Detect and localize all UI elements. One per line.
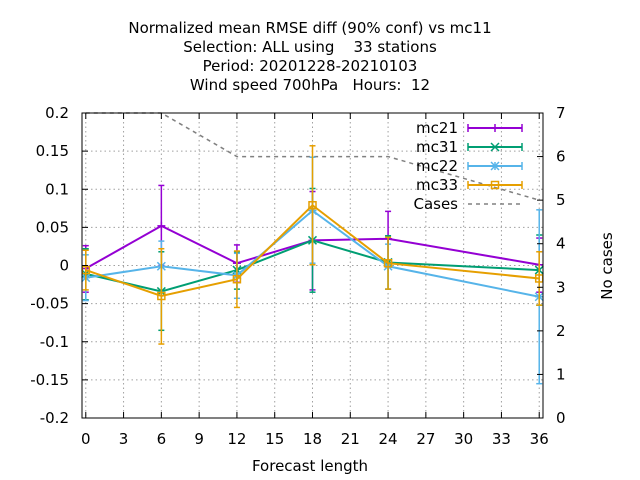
series-line bbox=[85, 239, 540, 293]
y2-tick-label: 1 bbox=[556, 365, 566, 383]
y2-tick-label: 0 bbox=[556, 409, 566, 427]
cases-line bbox=[85, 112, 540, 201]
y-tick-label: -0.05 bbox=[30, 295, 69, 313]
y-tick-label: 0.1 bbox=[45, 180, 69, 198]
chart-title-line-1: Normalized mean RMSE diff (90% conf) vs … bbox=[128, 19, 491, 37]
y2-tick-label: 2 bbox=[556, 322, 566, 340]
x-tick-label: 9 bbox=[194, 430, 204, 448]
y-tick-label: 0.15 bbox=[36, 142, 69, 160]
series-layer bbox=[81, 145, 544, 385]
legend-label: Cases bbox=[413, 195, 458, 213]
x-tick-label: 18 bbox=[303, 430, 322, 448]
point-marker bbox=[157, 291, 166, 301]
legend-label: mc31 bbox=[416, 138, 458, 156]
point-marker bbox=[490, 142, 500, 152]
x-tick-label: 6 bbox=[157, 430, 167, 448]
x-tick-label: 30 bbox=[454, 430, 473, 448]
x-tick-label: 3 bbox=[119, 430, 129, 448]
y2-tick-label: 5 bbox=[556, 191, 566, 209]
chart-title-line-3: Period: 20201228-20210103 bbox=[203, 57, 418, 75]
x-axis-label: Forecast length bbox=[252, 457, 368, 475]
x-tick-label: 21 bbox=[341, 430, 360, 448]
y2-tick-label: 7 bbox=[556, 104, 566, 122]
y2-tick-label: 3 bbox=[556, 278, 566, 296]
point-marker bbox=[232, 274, 242, 284]
series-line bbox=[85, 203, 540, 298]
y-tick-label: 0.05 bbox=[36, 218, 69, 236]
chart-title-line-4: Wind speed 700hPa Hours: 12 bbox=[190, 76, 430, 94]
x-tick-label: 33 bbox=[492, 430, 511, 448]
y-tick-label: 0 bbox=[59, 257, 69, 275]
y-tick-label: -0.2 bbox=[40, 409, 69, 427]
x-tick-label: 36 bbox=[530, 430, 549, 448]
x-tick-label: 15 bbox=[265, 430, 284, 448]
y2-tick-label: 4 bbox=[556, 235, 566, 253]
point-marker bbox=[490, 180, 500, 190]
tick-layer: 0 3 6 9 12 15 18 21 24 27 30 33 360.20.150.10.050-0.… bbox=[30, 104, 565, 448]
legend-label: mc22 bbox=[416, 157, 458, 175]
point-marker bbox=[383, 258, 393, 268]
y-tick-label: -0.15 bbox=[30, 371, 69, 389]
x-tick-label: 12 bbox=[227, 430, 246, 448]
chart-title-line-2: Selection: ALL using 33 stations bbox=[183, 38, 437, 56]
series-line bbox=[85, 224, 540, 270]
x-tick-label: 24 bbox=[379, 430, 398, 448]
y2-axis-label: No cases bbox=[598, 232, 616, 300]
y-tick-label: -0.1 bbox=[40, 333, 69, 351]
x-tick-label: 0 bbox=[81, 430, 91, 448]
point-marker bbox=[308, 201, 317, 210]
legend-label: mc21 bbox=[416, 119, 458, 137]
point-marker bbox=[490, 161, 500, 171]
cases-layer bbox=[85, 112, 540, 201]
series-mc33 bbox=[81, 145, 544, 345]
x-tick-label: 27 bbox=[416, 430, 435, 448]
y2-tick-label: 6 bbox=[556, 148, 566, 166]
y-tick-label: 0.2 bbox=[45, 104, 69, 122]
legend-label: mc33 bbox=[416, 176, 458, 194]
